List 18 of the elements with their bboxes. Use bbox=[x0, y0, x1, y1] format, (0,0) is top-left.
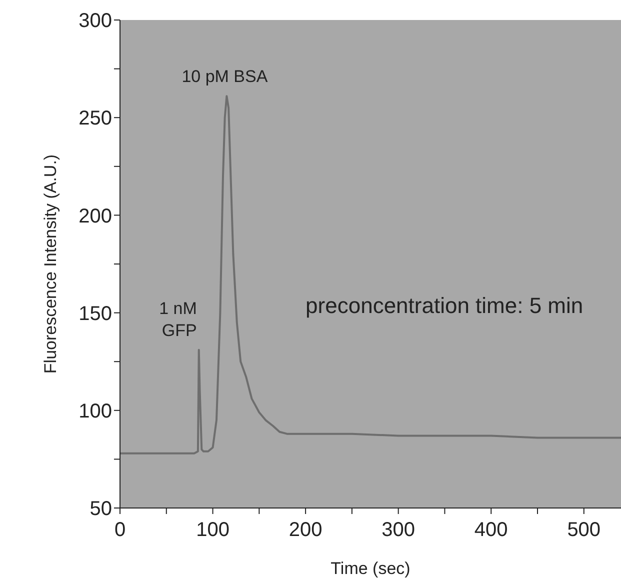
line-series bbox=[120, 95, 621, 454]
x-tick-label: 200 bbox=[288, 519, 322, 541]
annotation: preconcentration time: 5 min bbox=[306, 292, 584, 318]
x-tick-label: 0 bbox=[114, 519, 126, 541]
y-axis-title: Fluorescence Intensity (A.U.) bbox=[41, 154, 60, 374]
y-tick-label: 150 bbox=[78, 302, 112, 325]
y-tick-label: 200 bbox=[78, 205, 112, 228]
x-axis-title: Time (sec) bbox=[330, 559, 410, 578]
y-tick-label: 50 bbox=[90, 498, 112, 520]
annotation: 1 nM GFP bbox=[159, 298, 197, 340]
x-tick-label: 500 bbox=[567, 519, 601, 541]
y-tick-label: 300 bbox=[78, 10, 112, 32]
x-tick-label: 300 bbox=[382, 519, 416, 541]
annotation: 10 pM BSA bbox=[182, 67, 268, 86]
x-tick-label: 100 bbox=[196, 519, 230, 541]
y-tick-label: 250 bbox=[78, 108, 112, 130]
y-tick-label: 100 bbox=[78, 400, 112, 422]
x-tick-label: 400 bbox=[474, 519, 508, 541]
